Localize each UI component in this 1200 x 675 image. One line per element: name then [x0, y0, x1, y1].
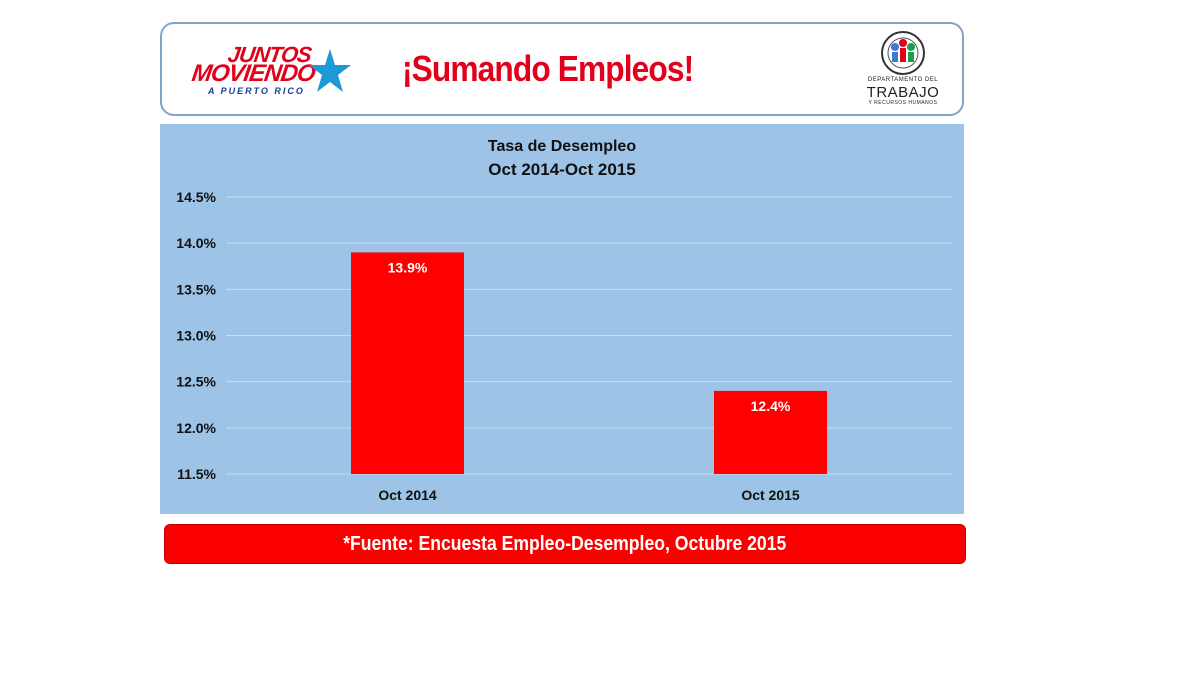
- source-text: *Fuente: Encuesta Empleo-Desempleo, Octu…: [343, 533, 787, 555]
- department-text-3: Y RECURSOS HUMANOS: [868, 100, 938, 106]
- x-category-label: Oct 2015: [741, 487, 800, 503]
- bar: [351, 252, 464, 474]
- department-logo: DEPARTAMENTO DEL TRABAJO Y RECURSOS HUMA…: [858, 30, 948, 112]
- logo-text-puerto-rico: A PUERTO RICO: [208, 86, 305, 96]
- y-tick-label: 12.5%: [176, 374, 216, 390]
- department-text-1: DEPARTAMENTO DEL: [867, 77, 939, 83]
- star-icon: [309, 49, 351, 92]
- source-footer: *Fuente: Encuesta Empleo-Desempleo, Octu…: [164, 524, 966, 564]
- department-text-trabajo: TRABAJO: [866, 84, 940, 101]
- header-banner: JUNTOS MOVIENDO A PUERTO RICO ¡Sumando E…: [160, 22, 964, 116]
- bar-chart: 14.5% 14.0% 13.5% 13.0% 12.5% 12.0% 11.5% 13.9%…: [176, 189, 952, 503]
- data-label: 13.9%: [388, 259, 428, 275]
- juntos-moviendo-logo: JUNTOS MOVIENDO A PUERTO RICO: [190, 42, 352, 106]
- department-emblem-icon: [881, 31, 925, 75]
- bar: [714, 390, 827, 474]
- x-category-label: Oct 2014: [378, 487, 437, 503]
- page-title: ¡Sumando Empleos!: [402, 48, 694, 89]
- y-tick-label: 13.5%: [176, 281, 216, 297]
- chart-subtitle: Oct 2014-Oct 2015: [488, 160, 636, 179]
- chart-title: Tasa de Desempleo: [487, 138, 637, 155]
- y-tick-label: 13.0%: [176, 328, 216, 344]
- chart-panel: Tasa de Desempleo Oct 2014-Oct 2015 14.5…: [160, 124, 964, 514]
- logo-text-moviendo: MOVIENDO: [190, 60, 317, 87]
- data-label: 12.4%: [751, 398, 791, 414]
- y-tick-label: 14.0%: [176, 235, 216, 251]
- y-tick-label: 14.5%: [176, 189, 216, 205]
- y-tick-label: 11.5%: [177, 466, 216, 482]
- y-tick-label: 12.0%: [176, 420, 216, 436]
